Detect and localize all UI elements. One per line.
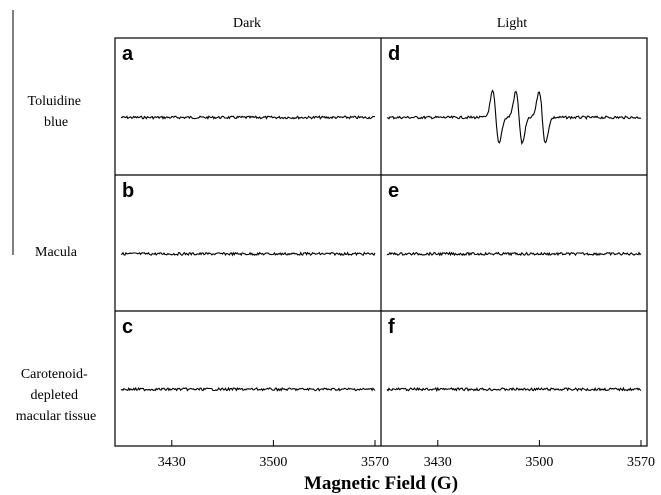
panel-label-d: d <box>388 43 400 65</box>
row-label-line: blue <box>44 115 68 130</box>
panel-label-f: f <box>388 316 395 338</box>
row-label-line: depleted <box>31 388 78 403</box>
panel-label-b: b <box>122 180 134 202</box>
panel-label-c: c <box>122 316 133 338</box>
row-label-macula: Macula <box>35 245 78 260</box>
panel-label-a: a <box>122 43 134 65</box>
spectrum-trace-c <box>120 386 376 392</box>
spectrum-trace-a <box>120 115 376 120</box>
spectrum-trace-e <box>386 251 642 257</box>
x-axis-label: Magnetic Field (G) <box>304 473 458 494</box>
column-header-light: Light <box>497 16 527 31</box>
spectra-traces <box>120 89 642 393</box>
row-label-line: Carotenoid- <box>21 367 88 382</box>
panel-label-e: e <box>388 180 399 202</box>
row-label-line: Macula <box>35 245 78 260</box>
x-tick-label: 3500 <box>259 455 287 470</box>
row-label-line: Toluidine <box>28 94 81 109</box>
x-tick-label: 3570 <box>627 455 655 470</box>
row-label-line: macular tissue <box>16 409 96 424</box>
x-tick-label: 3430 <box>424 455 452 470</box>
x-tick-label: 3500 <box>525 455 553 470</box>
row-label-toluidine-blue: Toluidine blue <box>28 94 85 130</box>
spectrum-trace-f <box>386 386 642 393</box>
x-axis: 3430 3500 3570 3430 3500 3570 <box>158 440 655 470</box>
row-label-carotenoid-depleted: Carotenoid- depleted macular tissue <box>16 367 96 424</box>
x-tick-label: 3430 <box>158 455 186 470</box>
panel-letters: a d b e c f <box>122 43 400 338</box>
spectrum-trace-b <box>120 251 376 257</box>
x-tick-label: 3570 <box>361 455 389 470</box>
column-header-dark: Dark <box>233 16 261 31</box>
spectrum-trace-d <box>386 89 642 146</box>
